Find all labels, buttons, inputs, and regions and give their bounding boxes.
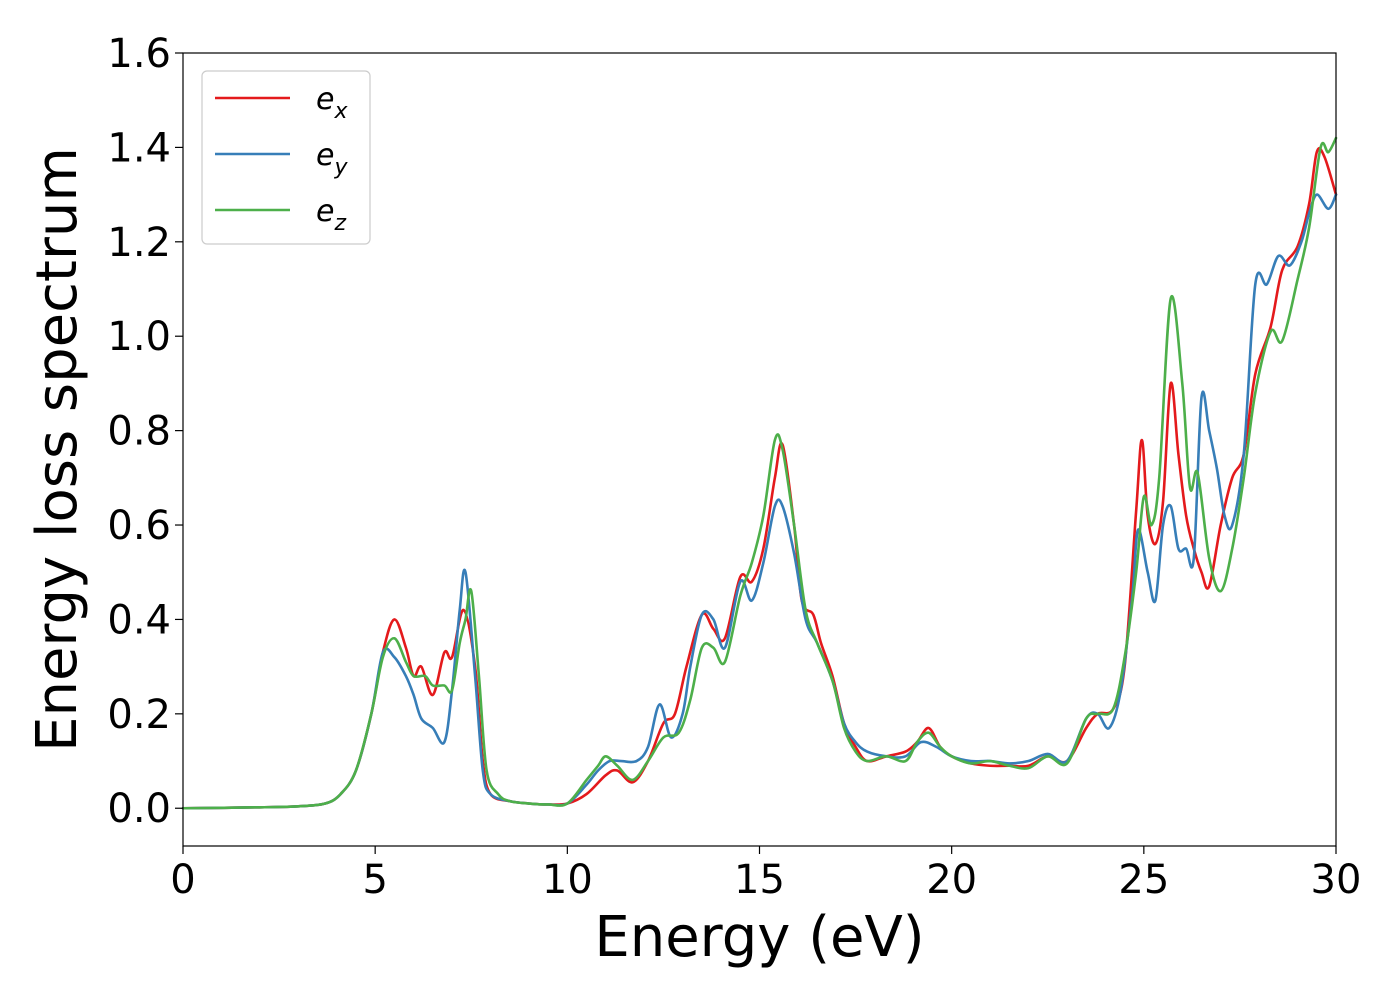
x-axis-title: Energy (eV) xyxy=(594,905,924,970)
series-lines xyxy=(181,136,1338,810)
x-axis-ticks: 0 5 10 15 20 25 30 xyxy=(170,846,1361,903)
x-tick-label: 15 xyxy=(734,857,785,903)
x-tick-label: 10 xyxy=(542,857,593,903)
x-tick-label: 20 xyxy=(926,857,977,903)
x-tick-label: 25 xyxy=(1118,857,1169,903)
series-line-x xyxy=(181,146,1338,810)
y-axis-ticks: 0.0 0.2 0.4 0.6 0.8 1.0 1.2 1.4 1.6 xyxy=(107,31,183,832)
y-tick-label: 0.2 xyxy=(107,692,171,738)
x-tick-label: 0 xyxy=(170,857,195,903)
y-tick-label: 0.4 xyxy=(107,597,171,643)
y-tick-label: 0.6 xyxy=(107,503,171,549)
y-tick-label: 1.4 xyxy=(107,125,171,171)
y-tick-label: 1.6 xyxy=(107,31,171,77)
legend-box xyxy=(201,70,371,245)
y-axis-title: Energy loss spectrum xyxy=(25,147,90,752)
x-tick-label: 5 xyxy=(362,857,387,903)
y-tick-label: 1.2 xyxy=(107,220,171,266)
y-tick-label: 1.0 xyxy=(107,314,171,360)
series-line-z xyxy=(181,136,1338,810)
x-tick-label: 30 xyxy=(1311,857,1362,903)
y-tick-label: 0.8 xyxy=(107,409,171,455)
y-tick-label: 0.0 xyxy=(107,786,171,832)
